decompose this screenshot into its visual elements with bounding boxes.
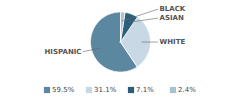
svg-text:HISPANIC: HISPANIC — [44, 48, 81, 56]
svg-text:2.4%: 2.4% — [178, 86, 196, 94]
svg-text:31.1%: 31.1% — [94, 86, 117, 94]
svg-text:WHITE: WHITE — [160, 38, 186, 46]
svg-text:7.1%: 7.1% — [136, 86, 154, 94]
svg-text:BLACK: BLACK — [160, 5, 186, 13]
svg-text:ASIAN: ASIAN — [160, 14, 184, 22]
svg-text:59.5%: 59.5% — [52, 86, 75, 94]
